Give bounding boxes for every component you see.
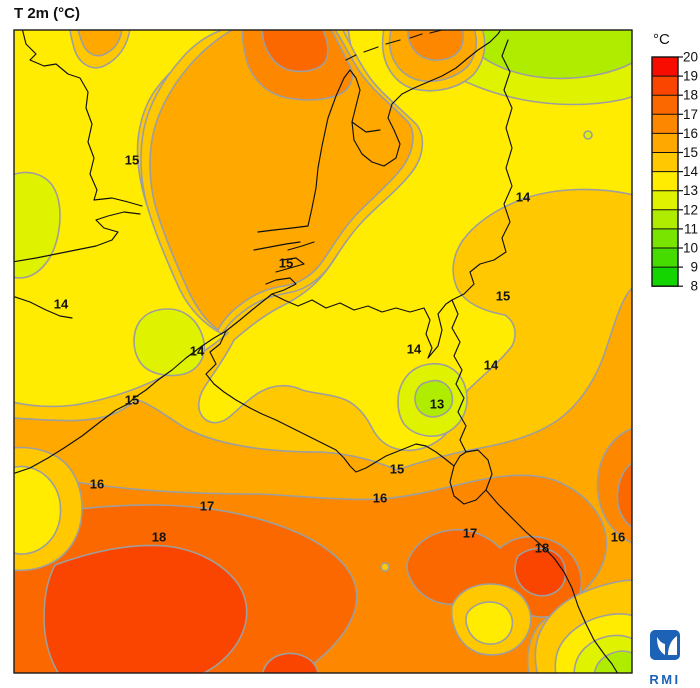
legend-tick-label: 12 bbox=[683, 202, 698, 217]
contour-ring-small bbox=[583, 130, 593, 140]
legend-band bbox=[652, 76, 678, 96]
legend-band bbox=[652, 228, 678, 249]
legend-tick-label: 10 bbox=[683, 241, 698, 256]
legend-tick-label: 8 bbox=[690, 279, 698, 294]
contour-label: 17 bbox=[200, 499, 214, 514]
legend-tick-label: 17 bbox=[683, 107, 698, 122]
england-coast bbox=[14, 30, 143, 319]
legend-band bbox=[652, 190, 678, 211]
legend-tick-label: 14 bbox=[683, 164, 699, 179]
contour-label: 16 bbox=[611, 530, 625, 545]
legend-unit-label: °C bbox=[653, 31, 670, 48]
contour-label: 15 bbox=[496, 289, 510, 304]
pocket-left-core bbox=[14, 465, 62, 555]
zeeland-estuaries bbox=[253, 225, 315, 295]
legend-band bbox=[652, 171, 678, 192]
belgian-german-border bbox=[451, 299, 467, 453]
contour-dot-small bbox=[380, 562, 390, 572]
luxembourg-border bbox=[449, 449, 493, 505]
contour-label: 16 bbox=[373, 491, 387, 506]
legend-band bbox=[652, 57, 678, 77]
channel-coast bbox=[14, 293, 273, 474]
legend: °C 20 19 18 17 16 15 14 13 12 11 10 9 8 bbox=[651, 31, 698, 294]
legend-band bbox=[652, 267, 678, 287]
contour-label: 14 bbox=[516, 190, 531, 205]
legend-tick-label: 15 bbox=[683, 145, 698, 160]
contour-label: 14 bbox=[484, 358, 499, 373]
map-border bbox=[13, 29, 633, 674]
contour-label: 15 bbox=[125, 393, 139, 408]
legend-tick-label: 13 bbox=[683, 183, 698, 198]
legend-tick-label: 20 bbox=[683, 50, 698, 65]
rmi-logo-text: RMI bbox=[649, 672, 680, 687]
band-finger-orange bbox=[77, 30, 123, 57]
legend-colorbar bbox=[652, 57, 678, 287]
legend-tick-label: 11 bbox=[684, 221, 698, 236]
band-northsea-core bbox=[261, 30, 329, 73]
belgian-french-border bbox=[205, 330, 455, 473]
legend-ticks: 20 19 18 17 16 15 14 13 12 11 10 9 8 bbox=[678, 50, 698, 294]
band-se-18-19 bbox=[514, 547, 567, 597]
rmi-logo-shape-left bbox=[657, 637, 665, 655]
legend-band bbox=[652, 209, 678, 230]
contour-label: 14 bbox=[407, 342, 422, 357]
band-sw-18-19 bbox=[43, 544, 248, 673]
legend-tick-label: 9 bbox=[690, 260, 698, 275]
legend-tick-label: 19 bbox=[683, 69, 698, 84]
contour-label: 18 bbox=[152, 530, 166, 545]
legend-band bbox=[652, 248, 678, 268]
band-bottom-bump bbox=[261, 652, 319, 673]
contour-label: 15 bbox=[125, 153, 139, 168]
dutch-belgian-border bbox=[271, 293, 453, 359]
legend-tick-label: 16 bbox=[683, 126, 698, 141]
contour-label: 14 bbox=[54, 297, 69, 312]
band-flanders-patch bbox=[133, 308, 206, 377]
legend-tick-label: 18 bbox=[683, 88, 698, 103]
band-topright-core bbox=[407, 30, 465, 61]
contour-label: 17 bbox=[463, 526, 477, 541]
rmi-logo: RMI bbox=[649, 630, 680, 687]
legend-band bbox=[652, 95, 678, 115]
french-german-border bbox=[485, 489, 619, 673]
contour-label: 13 bbox=[430, 397, 444, 412]
page-title: T 2m (°C) bbox=[14, 5, 80, 22]
holland-coast-ijsselmeer bbox=[307, 30, 502, 227]
pocket-center-core bbox=[465, 601, 514, 645]
contour-label: 18 bbox=[535, 541, 549, 556]
legend-band bbox=[652, 133, 678, 153]
wadden-islands bbox=[345, 30, 443, 61]
rmi-logo-shape-right bbox=[668, 636, 677, 655]
contour-label: 15 bbox=[390, 462, 404, 477]
contour-label: 14 bbox=[190, 344, 205, 359]
contour-label: 16 bbox=[90, 477, 104, 492]
coastlines bbox=[14, 30, 619, 673]
legend-band bbox=[652, 114, 678, 134]
band-england-patch-12-13 bbox=[14, 171, 61, 279]
band-northsea-orange bbox=[149, 30, 414, 331]
legend-band bbox=[652, 152, 678, 173]
contour-label: 15 bbox=[279, 256, 293, 271]
dutch-german-border bbox=[451, 39, 513, 301]
pocket-corner-green bbox=[593, 650, 632, 673]
band-ardennes-core bbox=[414, 379, 454, 418]
